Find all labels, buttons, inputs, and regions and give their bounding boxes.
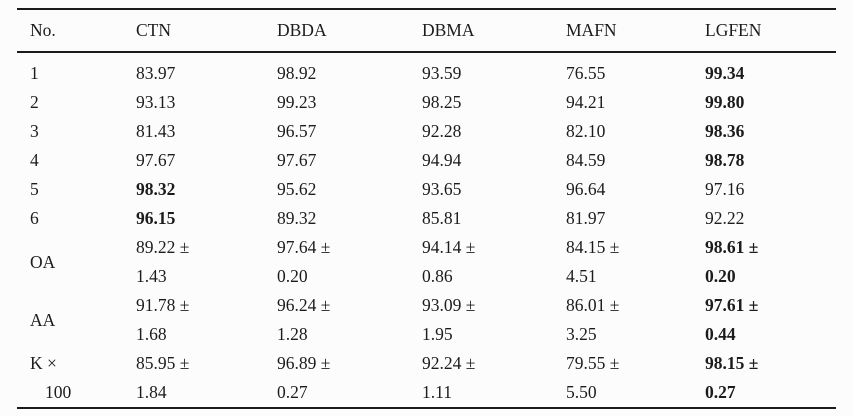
table-cell: 84.59 [566, 150, 606, 170]
table-cell: 76.55 [566, 63, 606, 83]
table-row: 2 93.13 99.23 98.25 94.21 99.80 [17, 88, 836, 117]
table-cell: 98.61 ±0.20 [705, 237, 759, 286]
table-header: No. CTN DBDA DBMA MAFN LGFEN [17, 9, 836, 53]
table-cell: 79.55 ±5.50 [566, 353, 620, 402]
table-cell: 91.78 ±1.68 [136, 295, 190, 344]
table-cell: 93.09 ±1.95 [422, 295, 476, 344]
row-label: 1 [30, 63, 39, 83]
row-label: AA [30, 309, 56, 330]
table-cell: 92.28 [422, 121, 462, 141]
table-cell: 85.81 [422, 208, 462, 228]
table-cell: 96.64 [566, 179, 606, 199]
column-header-no: No. [17, 9, 136, 53]
table-cell: 97.61 ±0.44 [705, 295, 759, 344]
table-row: 1 83.97 98.92 93.59 76.55 99.34 [17, 52, 836, 88]
table-cell: 85.95 ±1.84 [136, 353, 190, 402]
table-cell: 99.34 [705, 63, 745, 83]
table-row: 6 96.15 89.32 85.81 81.97 92.22 [17, 204, 836, 233]
table-cell: 96.89 ±0.27 [277, 353, 331, 402]
table-cell: 93.65 [422, 179, 462, 199]
table-cell: 92.22 [705, 208, 745, 228]
table-cell: 96.15 [136, 208, 176, 228]
column-header-ctn: CTN [136, 9, 277, 53]
table-cell: 97.67 [136, 150, 176, 170]
table-cell: 97.64 ±0.20 [277, 237, 331, 286]
table-cell: 98.78 [705, 150, 745, 170]
row-label: OA [30, 251, 56, 272]
row-label: 2 [30, 92, 39, 112]
column-header-dbda: DBDA [277, 9, 422, 53]
table-cell: 94.14 ±0.86 [422, 237, 476, 286]
table-cell: 81.97 [566, 208, 606, 228]
table-cell: 99.23 [277, 92, 317, 112]
header-row: No. CTN DBDA DBMA MAFN LGFEN [17, 9, 836, 53]
table-cell: 98.92 [277, 63, 317, 83]
table-cell: 97.67 [277, 150, 317, 170]
row-label: 4 [30, 150, 39, 170]
table-cell: 86.01 ±3.25 [566, 295, 620, 344]
table-cell: 89.22 ±1.43 [136, 237, 190, 286]
table-row: 5 98.32 95.62 93.65 96.64 97.16 [17, 175, 836, 204]
table-cell: 92.24 ±1.11 [422, 353, 476, 402]
row-label: K × 100 [30, 353, 72, 402]
table-cell: 95.62 [277, 179, 317, 199]
table-row: AA 91.78 ±1.68 96.24 ±1.28 93.09 ±1.95 86.01… [17, 291, 836, 349]
table-cell: 94.21 [566, 92, 606, 112]
table-cell: 84.15 ±4.51 [566, 237, 620, 286]
table-body: 1 83.97 98.92 93.59 76.55 99.34 2 93.13 99.23 98.… [17, 52, 836, 408]
row-label: 6 [30, 208, 39, 228]
column-header-dbma: DBMA [422, 9, 566, 53]
results-table: No. CTN DBDA DBMA MAFN LGFEN 1 83.97 98.92… [17, 8, 836, 409]
table-row: K × 100 85.95 ±1.84 96.89 ±0.27 92.24 ±1.11 7… [17, 349, 836, 408]
table-cell: 93.59 [422, 63, 462, 83]
table-cell: 98.15 ±0.27 [705, 353, 759, 402]
table-row: OA 89.22 ±1.43 97.64 ±0.20 94.14 ±0.86 84.15… [17, 233, 836, 291]
table-cell: 82.10 [566, 121, 606, 141]
column-header-lgfen: LGFEN [705, 9, 836, 53]
table-cell: 98.25 [422, 92, 462, 112]
table-cell: 96.24 ±1.28 [277, 295, 331, 344]
table-row: 4 97.67 97.67 94.94 84.59 98.78 [17, 146, 836, 175]
table-cell: 93.13 [136, 92, 176, 112]
table-cell: 81.43 [136, 121, 176, 141]
row-label: 3 [30, 121, 39, 141]
table-cell: 98.36 [705, 121, 745, 141]
table-cell: 83.97 [136, 63, 176, 83]
column-header-mafn: MAFN [566, 9, 705, 53]
table-cell: 89.32 [277, 208, 317, 228]
table-cell: 99.80 [705, 92, 745, 112]
table-cell: 97.16 [705, 179, 745, 199]
table-cell: 98.32 [136, 179, 176, 199]
row-label: 5 [30, 179, 39, 199]
table-row: 3 81.43 96.57 92.28 82.10 98.36 [17, 117, 836, 146]
table-cell: 96.57 [277, 121, 317, 141]
table-cell: 94.94 [422, 150, 462, 170]
